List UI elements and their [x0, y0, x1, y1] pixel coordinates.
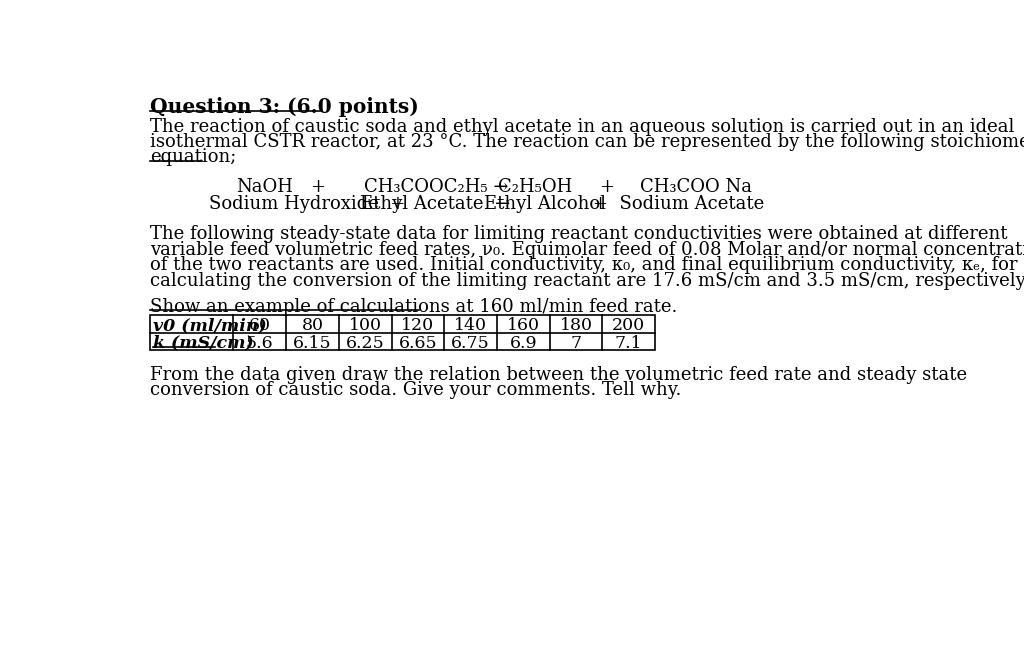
Text: +: + — [310, 178, 326, 196]
Text: CH₃COO Na: CH₃COO Na — [640, 178, 752, 196]
Text: 7: 7 — [570, 334, 582, 352]
Text: 120: 120 — [401, 317, 434, 334]
Text: NaOH: NaOH — [237, 178, 293, 196]
Text: Question 3: (6.0 points): Question 3: (6.0 points) — [150, 96, 419, 117]
Text: k (mS/cm): k (mS/cm) — [153, 334, 254, 352]
Text: From the data given draw the relation between the volumetric feed rate and stead: From the data given draw the relation be… — [150, 366, 967, 384]
Text: Ethyl Alcohol: Ethyl Alcohol — [484, 195, 606, 213]
Text: isothermal CSTR reactor, at 23 °C. The reaction can be represented by the follow: isothermal CSTR reactor, at 23 °C. The r… — [150, 133, 1024, 151]
Text: 7.1: 7.1 — [614, 334, 642, 352]
Text: calculating the conversion of the limiting reactant are 17.6 mS/cm and 3.5 mS/cm: calculating the conversion of the limiti… — [150, 272, 1024, 290]
Text: The following steady-state data for limiting reactant conductivities were obtain: The following steady-state data for limi… — [150, 225, 1008, 243]
Text: C₂H₅OH: C₂H₅OH — [499, 178, 572, 196]
Text: 140: 140 — [454, 317, 487, 334]
Text: Ethyl Acetate  →: Ethyl Acetate → — [360, 195, 511, 213]
Text: 6.75: 6.75 — [452, 334, 489, 352]
Text: variable feed volumetric feed rates, ν₀. Equimolar feed of 0.08 Molar and/or nor: variable feed volumetric feed rates, ν₀.… — [150, 241, 1024, 259]
Text: +: + — [599, 178, 614, 196]
Text: Show an example of calculations at 160 ml/min feed rate.: Show an example of calculations at 160 m… — [150, 298, 677, 316]
Text: equation;: equation; — [150, 148, 237, 166]
Text: 60: 60 — [249, 317, 270, 334]
Text: of the two reactants are used. Initial conductivity, κ₀, and final equilibrium c: of the two reactants are used. Initial c… — [150, 256, 1017, 274]
Text: conversion of caustic soda. Give your comments. Tell why.: conversion of caustic soda. Give your co… — [150, 381, 681, 399]
Text: 200: 200 — [612, 317, 645, 334]
Text: 100: 100 — [348, 317, 382, 334]
Text: CH₃COOC₂H₅ →: CH₃COOC₂H₅ → — [365, 178, 509, 196]
Text: 180: 180 — [559, 317, 593, 334]
Text: 6.15: 6.15 — [293, 334, 332, 352]
Text: 6.9: 6.9 — [509, 334, 537, 352]
Text: 6.25: 6.25 — [346, 334, 385, 352]
Text: 80: 80 — [301, 317, 324, 334]
Text: The reaction of caustic soda and ethyl acetate in an aqueous solution is carried: The reaction of caustic soda and ethyl a… — [150, 118, 1014, 136]
Text: Sodium Hydroxide  +: Sodium Hydroxide + — [209, 195, 406, 213]
Text: 5.6: 5.6 — [246, 334, 273, 352]
Bar — [150, 315, 655, 350]
Text: 6.65: 6.65 — [398, 334, 437, 352]
Text: +  Sodium Acetate: + Sodium Acetate — [593, 195, 764, 213]
Text: 160: 160 — [507, 317, 540, 334]
Text: v0 (ml/min): v0 (ml/min) — [153, 317, 266, 334]
